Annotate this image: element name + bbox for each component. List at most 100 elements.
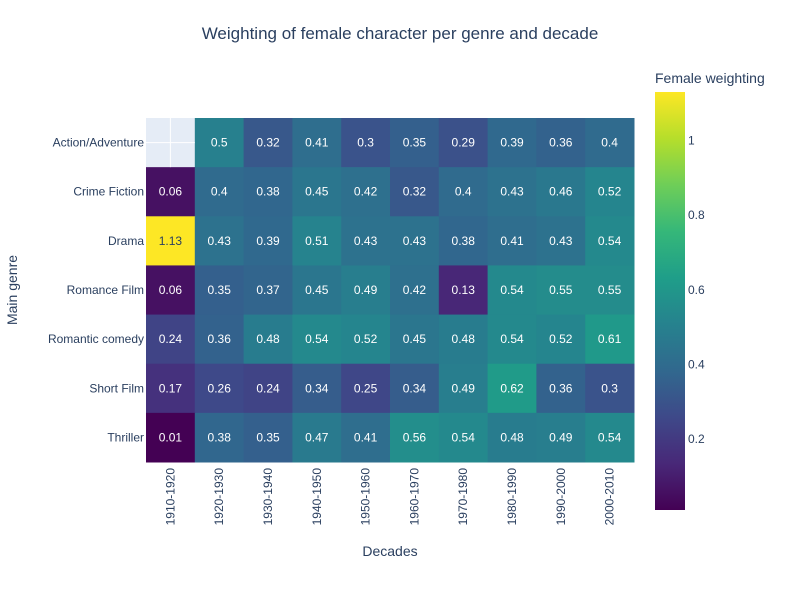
cell-value-label: 0.4 xyxy=(455,185,472,199)
heatmap-cell xyxy=(341,216,391,266)
cell-value-label: 0.13 xyxy=(452,283,476,297)
colorbar-title: Female weighting xyxy=(655,70,765,86)
heatmap-cell xyxy=(438,314,489,365)
heatmap-cell xyxy=(487,363,537,414)
cell-value-label: 0.45 xyxy=(305,283,329,297)
heatmap-cell xyxy=(194,314,245,365)
heatmap-cell xyxy=(341,118,391,168)
y-tick-label: Romance Film xyxy=(67,283,144,297)
cell-value-label: 0.48 xyxy=(452,332,476,346)
heatmap-cell xyxy=(487,167,537,217)
cell-value-label: 0.42 xyxy=(354,185,378,199)
heatmap-cell xyxy=(243,265,293,316)
heatmap-cell xyxy=(194,167,245,217)
x-tick-label: 1920-1930 xyxy=(212,468,226,526)
heatmap-cell xyxy=(194,216,245,266)
cell-value-label: 0.3 xyxy=(601,381,618,395)
heatmap-cell xyxy=(243,314,293,365)
cell-value-label: 0.34 xyxy=(403,381,427,395)
y-tick-label: Thriller xyxy=(107,430,144,444)
cell-value-label: 0.24 xyxy=(159,332,183,346)
cell-value-label: 0.54 xyxy=(500,332,524,346)
heatmap-cell xyxy=(390,412,440,463)
cell-value-label: 0.43 xyxy=(208,234,232,248)
cell-value-label: 0.36 xyxy=(549,381,573,395)
chart-title: Weighting of female character per genre … xyxy=(201,24,599,43)
heatmap-cells xyxy=(146,118,635,463)
heatmap-cell xyxy=(585,167,635,217)
heatmap-cell xyxy=(438,118,489,168)
cell-value-label: 0.3 xyxy=(357,136,374,150)
heatmap-cell xyxy=(243,363,293,414)
heatmap-cell xyxy=(536,412,586,463)
cell-value-label: 0.17 xyxy=(159,381,183,395)
heatmap-cell xyxy=(243,167,293,217)
heatmap-cell xyxy=(536,167,586,217)
cell-value-label: 0.25 xyxy=(354,381,378,395)
heatmap-cell xyxy=(194,363,245,414)
cell-value-label: 0.43 xyxy=(403,234,427,248)
heatmap-cell xyxy=(438,216,489,266)
heatmap-cell xyxy=(585,265,635,316)
heatmap-cell xyxy=(536,314,586,365)
heatmap-cell xyxy=(243,118,293,168)
cell-value-label: 0.61 xyxy=(598,332,622,346)
heatmap-cell xyxy=(146,314,196,365)
x-tick-label: 1980-1990 xyxy=(505,468,519,526)
cell-value-label: 0.38 xyxy=(256,185,280,199)
cell-value-label: 0.55 xyxy=(598,283,622,297)
cell-value-label: 0.41 xyxy=(354,430,378,444)
cell-value-label: 0.41 xyxy=(500,234,524,248)
x-tick-label: 1970-1980 xyxy=(456,468,470,526)
cell-value-label: 0.36 xyxy=(208,332,232,346)
heatmap-cell xyxy=(194,412,245,463)
heatmap-cell xyxy=(536,118,586,168)
heatmap-cell xyxy=(487,412,537,463)
heatmap-cell xyxy=(341,167,391,217)
cell-value-label: 0.37 xyxy=(256,283,280,297)
heatmap-cell xyxy=(536,216,586,266)
cell-value-label: 0.26 xyxy=(208,381,232,395)
heatmap-cell xyxy=(438,363,489,414)
cell-value-label: 0.43 xyxy=(500,185,524,199)
heatmap-cell xyxy=(438,412,489,463)
cell-value-label: 0.55 xyxy=(549,283,573,297)
cell-value-label: 0.49 xyxy=(549,430,573,444)
heatmap-cell xyxy=(585,216,635,266)
cell-value-label: 0.43 xyxy=(549,234,573,248)
cell-value-label: 0.54 xyxy=(305,332,329,346)
heatmap-cell xyxy=(390,118,440,168)
x-axis-title: Decades xyxy=(362,543,417,559)
x-tick-label: 1910-1920 xyxy=(163,468,177,526)
cell-value-label: 0.4 xyxy=(211,185,228,199)
x-tick-label: 1930-1940 xyxy=(261,468,275,526)
cell-value-label: 0.38 xyxy=(208,430,232,444)
x-tick-label: 2000-2010 xyxy=(603,468,617,526)
heatmap-cell xyxy=(487,118,537,168)
heatmap-cell xyxy=(390,363,440,414)
heatmap-cell xyxy=(390,314,440,365)
cell-value-label: 0.54 xyxy=(500,283,524,297)
cell-value-label: 0.29 xyxy=(452,136,476,150)
cell-value-label: 0.52 xyxy=(598,185,622,199)
cell-value-label: 0.47 xyxy=(305,430,329,444)
heatmap-cell xyxy=(341,265,391,316)
y-tick-label: Action/Adventure xyxy=(53,136,145,150)
cell-value-label: 0.39 xyxy=(500,136,524,150)
heatmap-cell xyxy=(390,167,440,217)
cell-value-label: 0.4 xyxy=(601,136,618,150)
heatmap-cell xyxy=(390,216,440,266)
cell-value-label: 0.48 xyxy=(500,430,524,444)
cell-value-label: 0.52 xyxy=(549,332,573,346)
cell-value-label: 0.45 xyxy=(305,185,329,199)
cell-value-label: 0.45 xyxy=(403,332,427,346)
heatmap-cell xyxy=(536,265,586,316)
cell-value-label: 0.35 xyxy=(403,136,427,150)
colorbar-tick-label: 0.4 xyxy=(688,357,705,371)
cell-value-label: 0.51 xyxy=(305,234,329,248)
cell-value-label: 0.35 xyxy=(256,430,280,444)
heatmap-cell xyxy=(146,167,196,217)
heatmap-cell xyxy=(585,412,635,463)
cell-value-label: 0.06 xyxy=(159,283,183,297)
